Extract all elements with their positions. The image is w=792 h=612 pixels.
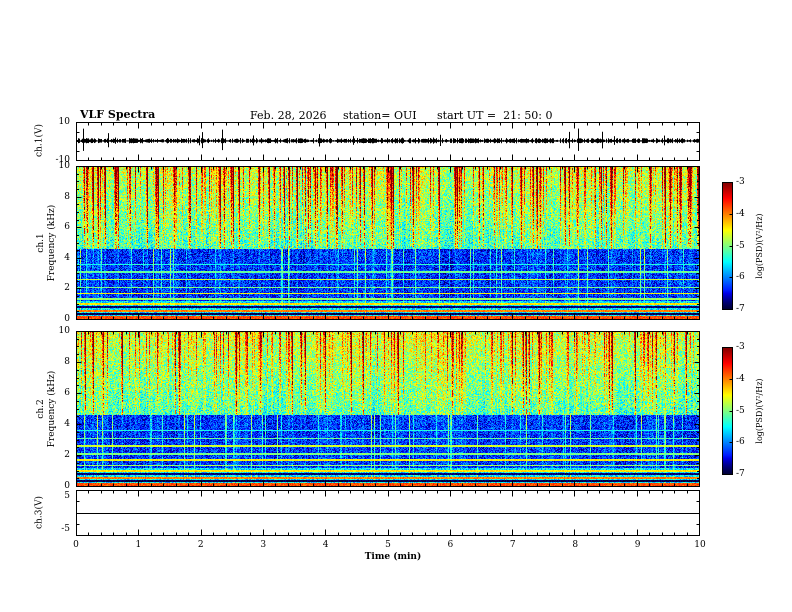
plot-title: VLF Spectra — [80, 108, 156, 121]
colorbar2-tick-label: -7 — [736, 469, 745, 479]
ch1-wave-ytick-label: -10 — [55, 155, 71, 165]
ch2-spec-ytick-label: 6 — [64, 388, 70, 398]
colorbar1-tick-label: -4 — [736, 208, 745, 219]
plot-station: station= OUI — [343, 109, 417, 122]
ch2-spec-ytick-label: 0 — [64, 481, 70, 491]
colorbar1-tick-label: -6 — [736, 272, 745, 283]
ch2-label-text: ch.2 — [36, 399, 46, 419]
time-axis-label: Time (min) — [364, 552, 422, 562]
ch2-spec-ytick-label: 8 — [64, 357, 70, 367]
plot-date: Feb. 28, 2026 — [250, 109, 327, 122]
colorbar1-canvas — [722, 182, 733, 310]
ch1-spec-ytick-label: 8 — [64, 191, 70, 202]
ch1-spec-ytick-label: 10 — [58, 161, 70, 171]
ch2-spec-ytick-label: 2 — [64, 450, 70, 460]
ch2-spec-ytick-label: 10 — [58, 326, 70, 336]
ch1-spec-ytick-label: 4 — [64, 252, 70, 263]
ch1-label-text: ch.1 — [36, 233, 46, 253]
colorbar2-canvas — [722, 347, 733, 475]
ch3-voltage-axis-text: ch.3(V) — [34, 496, 45, 529]
time-tick-label: 8 — [572, 540, 579, 550]
ch3-wave-ytick-label: 5 — [64, 491, 70, 502]
ch1-spec-ytick-label: 2 — [64, 283, 70, 294]
ch2-spectrogram-canvas — [76, 331, 700, 487]
ch1-voltage-axis-text: ch.1(V) — [34, 124, 45, 157]
plot-start-ut: start UT = 21: 50: 0 — [437, 109, 553, 122]
colorbar2-tick-label: -6 — [736, 437, 745, 448]
time-tick-label: 9 — [634, 540, 641, 550]
time-tick-label: 6 — [447, 540, 454, 550]
ch2-spec-ytick-label: 4 — [64, 419, 70, 429]
time-tick-label: 5 — [385, 540, 391, 550]
ch1-spectrogram-canvas — [76, 166, 700, 320]
colorbar1-axis-text: log(PSD)(V²/Hz) — [755, 213, 764, 279]
colorbar2-axis-text: log(PSD)(V²/Hz) — [755, 378, 764, 444]
colorbar1-tick-label: -7 — [736, 304, 745, 314]
colorbar1-tick-label: -5 — [736, 240, 745, 251]
ch3-waveform-canvas — [76, 490, 700, 536]
colorbar2-tick-label: -5 — [736, 405, 745, 416]
time-tick-label: 10 — [694, 540, 706, 550]
time-tick-label: 7 — [509, 540, 516, 550]
colorbar2-tick-label: -3 — [736, 342, 745, 352]
ch1-voltage-axis-label: ch.1(V) — [34, 91, 47, 191]
ch1-wave-ytick-label: 10 — [58, 117, 70, 127]
colorbar2-axis-label: log(PSD)(V²/Hz) — [754, 351, 766, 471]
colorbar1-axis-label: log(PSD)(V²/Hz) — [754, 186, 766, 306]
ch3-wave-ytick-label: -5 — [61, 523, 70, 534]
colorbar1-tick-label: -3 — [736, 177, 745, 187]
time-tick-label: 1 — [135, 540, 142, 550]
ch1-spec-ytick-label: 0 — [64, 314, 70, 324]
colorbar2-tick-label: -4 — [736, 373, 745, 384]
time-tick-label: 3 — [260, 540, 267, 550]
time-tick-label: 0 — [73, 540, 79, 550]
ch3-voltage-axis-label: ch.3(V) — [34, 463, 47, 563]
ch1-spec-ytick-label: 6 — [64, 222, 70, 233]
ch1-waveform-canvas — [76, 122, 700, 161]
time-tick-label: 2 — [197, 540, 204, 550]
time-tick-label: 4 — [322, 540, 329, 550]
